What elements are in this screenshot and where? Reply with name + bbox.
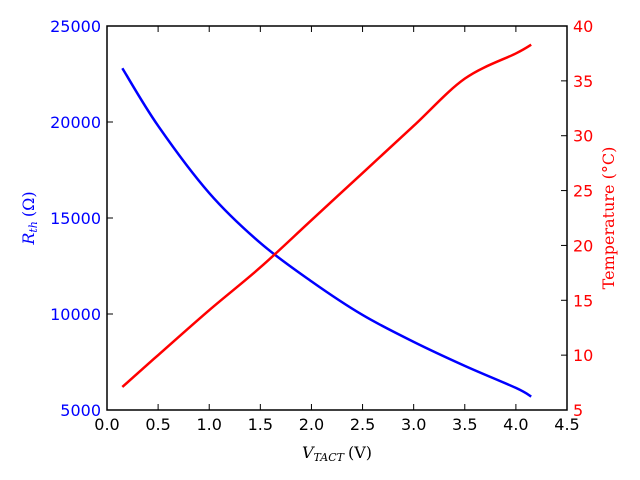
right-tick-label: 10 [573,346,593,365]
x-tick-label: 1.5 [248,415,273,434]
left-tick-label: 5000 [60,401,101,420]
right-axis-label: Temperature (°C) [599,147,618,290]
x-axis-label-sub: TACT [314,451,346,464]
x-tick-label: 0.5 [145,415,170,434]
x-tick-label: 4.5 [554,415,579,434]
left-axis-label-unit: (Ω) [19,191,38,217]
x-tick-label: 0.0 [94,415,119,434]
left-axis-label-var: R [19,233,38,246]
x-tick-label: 1.0 [196,415,221,434]
x-tick-label: 2.0 [299,415,324,434]
left-tick-label: 15000 [50,209,101,228]
right-tick-label: 30 [573,127,593,146]
plot-frame [106,25,568,411]
resistance-series-line [121,67,532,398]
left-tick-label: 10000 [50,305,101,324]
x-tick-label: 3.0 [401,415,426,434]
right-tick-label: 15 [573,291,593,310]
left-tick-label: 25000 [50,17,101,36]
right-tick-label: 5 [573,401,583,420]
right-tick-label: 20 [573,236,593,255]
x-tick-label: 2.5 [350,415,375,434]
left-axis-label-sub: th [27,221,40,233]
x-tick-label: 4.0 [503,415,528,434]
left-tick-label: 20000 [50,113,101,132]
left-axis-label: Rth (Ω) [19,191,40,245]
right-tick-label: 25 [573,182,593,201]
x-tick-label: 3.5 [452,415,477,434]
x-axis-label-var: V [302,443,315,462]
right-tick-label: 35 [573,72,593,91]
x-axis-label-unit: (V) [348,443,372,462]
temperature-series-line [121,43,532,388]
right-tick-label: 40 [573,17,593,36]
x-axis-label: VTACT (V) [302,443,372,464]
